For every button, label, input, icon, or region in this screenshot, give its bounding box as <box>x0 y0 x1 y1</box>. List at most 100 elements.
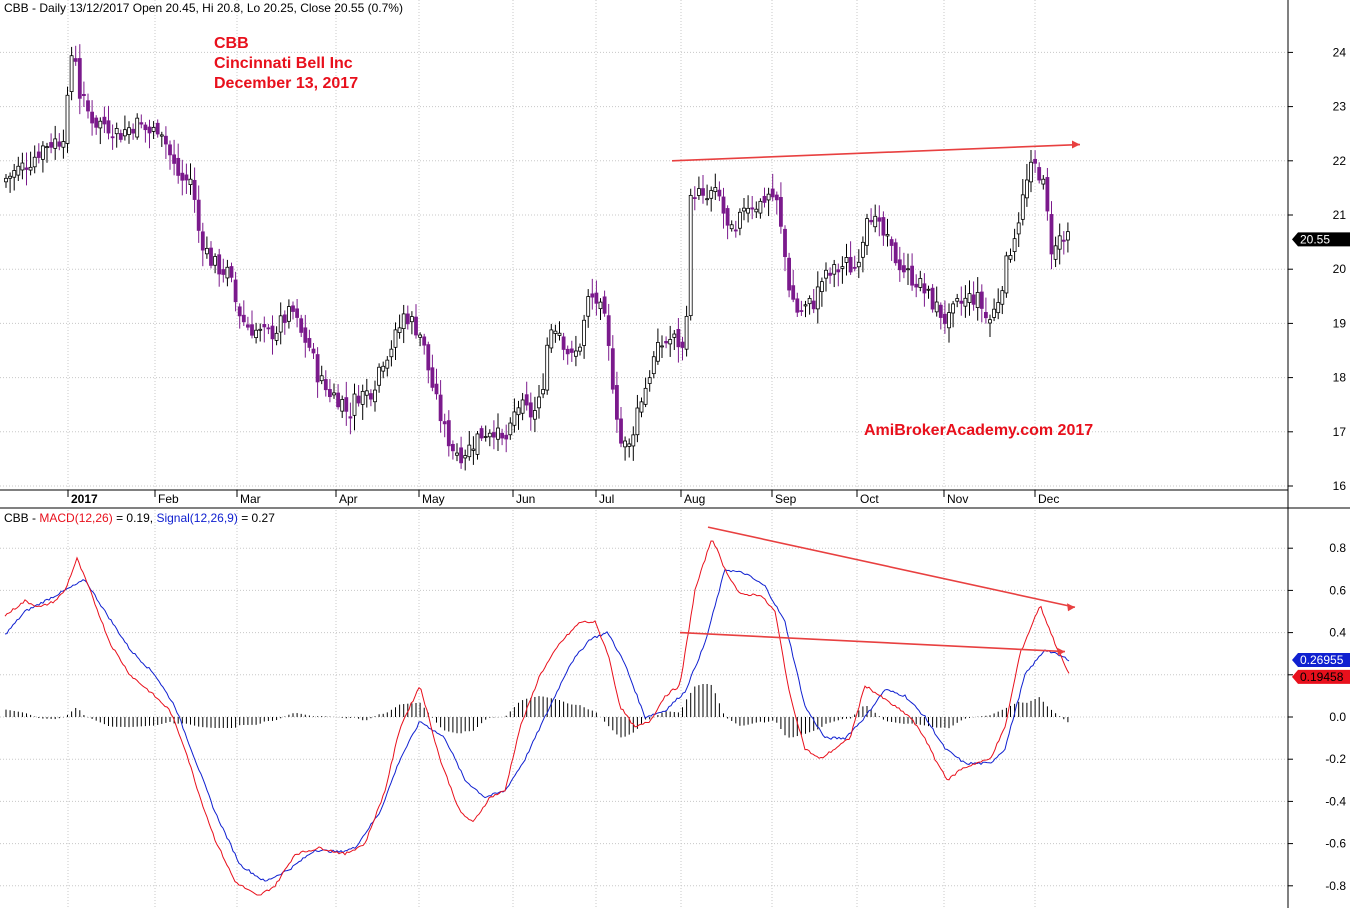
candle-up <box>668 339 673 345</box>
candle-down <box>569 348 574 353</box>
candle-up <box>672 333 677 338</box>
candle-down <box>139 122 144 125</box>
candle-down <box>922 283 927 294</box>
candle-down <box>24 167 29 170</box>
candle-down <box>910 265 914 286</box>
candle-down <box>893 242 898 264</box>
candle-down <box>828 272 832 276</box>
candle-up <box>967 293 972 303</box>
candle-up <box>754 208 759 213</box>
candle-up <box>709 190 714 199</box>
candle-up <box>508 422 513 436</box>
candle-down <box>221 269 226 275</box>
candle-down <box>143 124 148 131</box>
candle-down <box>979 291 984 309</box>
candle-up <box>455 452 459 456</box>
candle-down <box>77 58 82 99</box>
month-label: Sep <box>775 492 797 506</box>
candle-up <box>512 411 517 426</box>
candle-up <box>520 399 525 414</box>
candle-up <box>856 261 861 268</box>
candle-up <box>738 211 742 229</box>
candle-up <box>487 432 492 438</box>
candle-up <box>885 234 890 237</box>
candle-up <box>20 162 25 171</box>
signal-header-value: = 0.27 <box>241 511 275 525</box>
signal-value-flag: 0.26955 <box>1292 653 1350 668</box>
candle-up <box>61 141 66 148</box>
candle-up <box>545 344 550 391</box>
candle-down <box>528 402 533 418</box>
candle-up <box>651 356 656 375</box>
candle-down <box>73 58 78 62</box>
candle-up <box>393 329 398 348</box>
candle-up <box>766 193 771 201</box>
candle-up <box>204 247 209 255</box>
month-label: Nov <box>947 492 968 506</box>
candle-down <box>852 266 857 269</box>
candle-up <box>988 319 992 324</box>
candle-down <box>102 116 107 125</box>
candle-up <box>549 329 554 349</box>
candle-down <box>118 133 123 140</box>
candle-up <box>582 319 586 346</box>
candle-down <box>426 344 431 371</box>
candle-down <box>500 432 505 439</box>
signal-header-label: Signal(12,26,9) <box>156 511 238 525</box>
title-line-2: Cincinnati Bell Inc <box>214 55 353 72</box>
candle-down <box>619 418 623 444</box>
candle-down <box>491 432 496 438</box>
candle-down <box>943 313 947 324</box>
price-header: CBB - Daily 13/12/2017 Open 20.45, Hi 20… <box>4 1 403 15</box>
candle-up <box>861 241 865 258</box>
candle-down <box>811 300 816 310</box>
macd-tick-label: -0.6 <box>1325 837 1346 851</box>
macd-tick-label: 0.4 <box>1329 626 1346 640</box>
candle-up <box>623 440 627 448</box>
candle-up <box>1029 161 1033 183</box>
candle-up <box>746 207 750 214</box>
candle-down <box>303 327 308 343</box>
candle-down <box>750 207 755 210</box>
candle-up <box>807 298 812 305</box>
candle-up <box>53 138 58 149</box>
candle-up <box>992 308 996 318</box>
candle-down <box>368 393 373 400</box>
candle-down <box>209 247 213 266</box>
price-header-info: Daily 13/12/2017 Open 20.45, Hi 20.8, Lo… <box>39 1 403 15</box>
candle-up <box>934 301 939 313</box>
candle-down <box>200 231 205 251</box>
candle-up <box>123 129 127 137</box>
candle-up <box>844 257 849 263</box>
candle-down <box>676 328 681 348</box>
candle-up <box>627 443 632 447</box>
candle-up <box>278 315 283 333</box>
candle-down <box>836 269 841 273</box>
candle-up <box>963 297 968 307</box>
candle-down <box>971 294 976 305</box>
title-line-1: CBB <box>214 35 249 52</box>
candle-up <box>32 156 37 168</box>
candle-down <box>787 257 791 291</box>
candle-up <box>574 350 578 357</box>
price-header-symbol: CBB <box>4 1 29 15</box>
candle-up <box>586 296 591 317</box>
candle-up <box>516 407 521 416</box>
candle-up <box>360 390 365 405</box>
candle-down <box>323 379 328 391</box>
candle-up <box>1053 245 1058 260</box>
candle-down <box>168 144 172 156</box>
candle-up <box>557 332 562 336</box>
candle-down <box>356 395 361 404</box>
candle-down <box>762 195 767 203</box>
candle-down <box>606 315 611 346</box>
candle-down <box>610 348 615 390</box>
candle-down <box>779 196 783 227</box>
candle-up <box>758 200 763 214</box>
candle-down <box>176 157 181 176</box>
candle-up <box>873 215 878 228</box>
candle-up <box>45 146 49 149</box>
candle-down <box>959 300 964 304</box>
candle-down <box>430 367 435 388</box>
macd-trend-arrowhead <box>1067 603 1075 612</box>
